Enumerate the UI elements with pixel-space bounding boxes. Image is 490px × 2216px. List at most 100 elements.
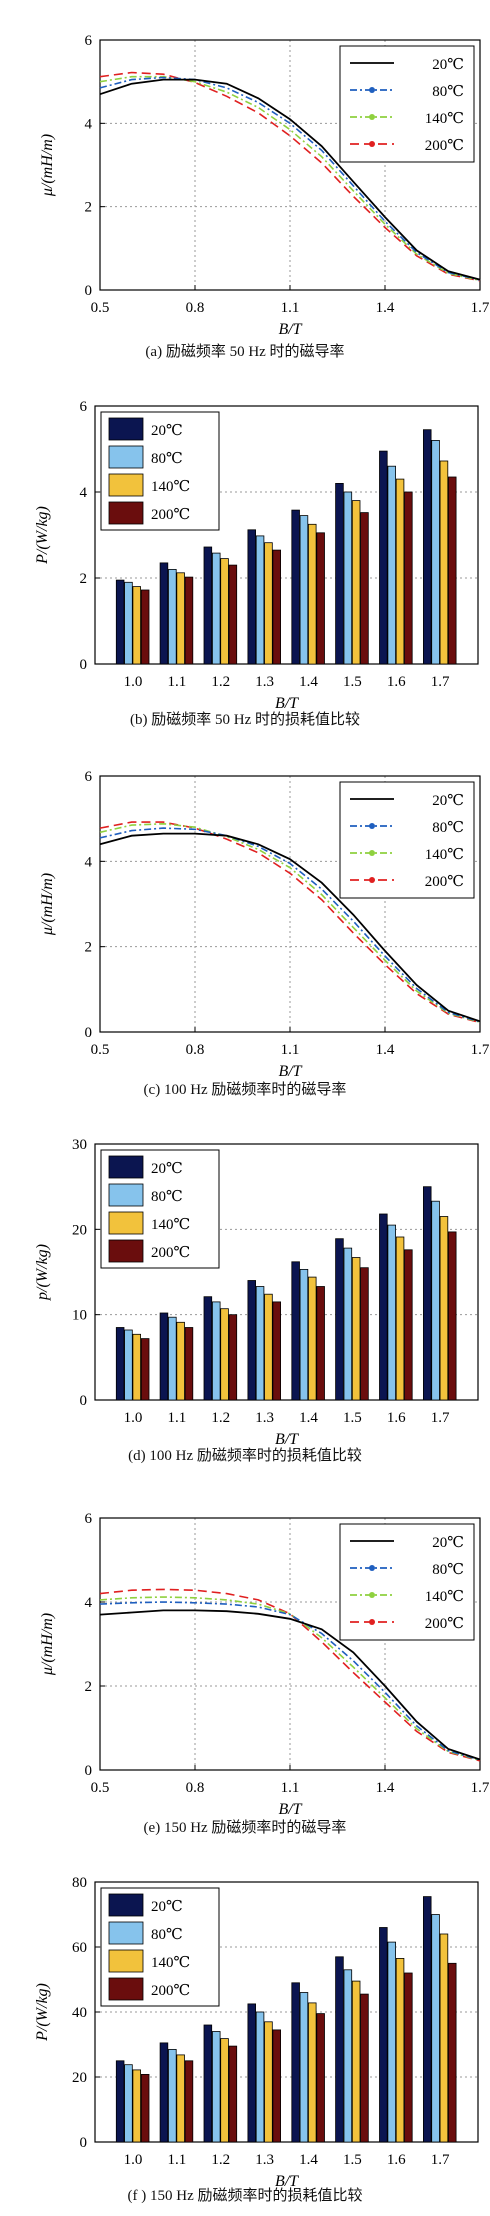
x-tick-label: 1.4 xyxy=(376,300,395,316)
chart-caption: (d) 100 Hz 励磁频率时的损耗值比较 xyxy=(128,1448,362,1464)
bar xyxy=(351,500,361,665)
bar xyxy=(307,2002,317,2143)
bar xyxy=(255,1286,265,1401)
x-tick-label: 1.1 xyxy=(167,674,186,690)
x-tick-label: 1.7 xyxy=(431,1410,450,1426)
plot-frame xyxy=(94,405,479,665)
x-tick-label: 1.7 xyxy=(471,1780,490,1796)
bar xyxy=(220,1308,229,1401)
bar xyxy=(203,2024,213,2143)
legend-label: 80℃ xyxy=(151,451,183,467)
bar xyxy=(379,1927,388,2143)
bar xyxy=(316,2013,325,2143)
series-line xyxy=(99,832,481,1023)
bar xyxy=(140,2073,150,2143)
chart-svg: 0 20 40 60 80 B/T P/(W/kg) 1.0 1.1 1.2 1.3 1.4 1.5 1.… xyxy=(34,1875,479,2190)
bar xyxy=(360,512,369,665)
legend-box xyxy=(339,1523,475,1641)
bar xyxy=(422,429,432,665)
bar xyxy=(168,568,177,665)
bar xyxy=(228,564,238,665)
y-axis-label: μ/(mH/m) xyxy=(39,873,56,936)
permeability-chart-50hz: 0.5 0.8 1.1 1.4 1.7 0 2 4 6 B/T μ/(mH/m) 20℃ 80℃ 140℃… xyxy=(0,0,490,372)
legend-label: 80℃ xyxy=(432,820,464,836)
bar xyxy=(431,440,440,665)
bar xyxy=(272,549,281,665)
bar xyxy=(431,1200,440,1401)
bar xyxy=(379,1213,388,1401)
bar xyxy=(351,1980,361,2143)
x-tick-label: 1.0 xyxy=(124,2152,143,2168)
x-axis-label: B/T xyxy=(275,695,299,712)
bar xyxy=(228,2045,238,2143)
legend-label: 140℃ xyxy=(151,1955,190,1971)
bar xyxy=(387,465,396,665)
x-axis-label: B/T xyxy=(278,321,302,338)
x-tick-label: 1.5 xyxy=(343,2152,362,2168)
y-tick-label: 20 xyxy=(72,1222,87,1238)
legend-label: 20℃ xyxy=(151,1161,183,1177)
x-tick-label: 0.5 xyxy=(91,1042,110,1058)
chart-caption: (b) 励磁频率 50 Hz 时的损耗值比较 xyxy=(130,712,360,728)
y-tick-label: 6 xyxy=(80,399,88,415)
legend-box xyxy=(339,45,475,163)
x-tick-label: 1.1 xyxy=(281,1042,300,1058)
x-tick-label: 0.5 xyxy=(91,300,110,316)
bar xyxy=(307,1276,317,1401)
bar xyxy=(379,450,388,665)
series-line xyxy=(99,76,481,281)
legend-swatch xyxy=(108,445,144,469)
permeability-chart-100hz: 0.5 0.8 1.1 1.4 1.7 0 2 4 6 B/T μ/(mH/m) 20℃ 80℃ 140℃… xyxy=(0,742,490,1110)
legend-label: 140℃ xyxy=(425,847,464,863)
x-tick-label: 1.3 xyxy=(255,2152,274,2168)
legend-marker xyxy=(369,877,375,883)
chart-caption: (e) 150 Hz 励磁频率时的磁导率 xyxy=(143,1820,347,1836)
bar xyxy=(387,1224,396,1401)
bar xyxy=(124,581,133,665)
bar xyxy=(211,2031,221,2143)
y-tick-label: 0 xyxy=(85,283,93,299)
series-line xyxy=(99,821,481,1024)
y-axis-label: μ/(mH/m) xyxy=(39,134,56,197)
bar xyxy=(264,542,273,665)
bar xyxy=(447,1231,457,1401)
y-tick-label: 20 xyxy=(72,2070,87,2086)
bar xyxy=(211,552,221,665)
legend-label: 20℃ xyxy=(151,423,183,439)
bar xyxy=(176,572,185,665)
legend-swatch xyxy=(108,473,144,497)
bar xyxy=(247,529,256,665)
y-axis-label: P/(W/kg) xyxy=(34,1983,51,2042)
bar xyxy=(439,1933,449,2143)
bar xyxy=(291,1982,300,2143)
bar xyxy=(291,509,300,665)
x-tick-label: 1.5 xyxy=(343,674,362,690)
legend-label: 200℃ xyxy=(425,1616,464,1632)
x-tick-label: 1.2 xyxy=(211,674,230,690)
bar xyxy=(299,1268,309,1401)
x-tick-label: 1.0 xyxy=(124,674,143,690)
bar xyxy=(255,535,265,665)
chart-svg: 0.5 0.8 1.1 1.4 1.7 0 2 4 6 B/T μ/(mH/m) 20℃ 80℃ 140℃… xyxy=(39,33,490,338)
legend-label: 140℃ xyxy=(425,111,464,127)
y-axis-label: p/(W/kg) xyxy=(34,1244,51,1301)
legend-label: 20℃ xyxy=(432,793,464,809)
x-tick-label: 1.1 xyxy=(281,300,300,316)
legend-label: 80℃ xyxy=(151,1927,183,1943)
bar xyxy=(132,586,141,665)
x-tick-label: 1.0 xyxy=(124,1410,143,1426)
x-tick-label: 0.8 xyxy=(186,1780,205,1796)
chart-svg: 0.5 0.8 1.1 1.4 1.7 0 2 4 6 B/T μ/(mH/m) 20℃ 80℃ 140℃… xyxy=(39,1511,490,1818)
x-tick-label: 1.6 xyxy=(387,2152,406,2168)
legend-marker xyxy=(369,1565,375,1571)
y-tick-label: 0 xyxy=(80,657,88,673)
x-tick-label: 1.6 xyxy=(387,674,406,690)
bar xyxy=(439,460,449,665)
legend-label: 20℃ xyxy=(151,1899,183,1915)
x-tick-label: 1.5 xyxy=(343,1410,362,1426)
legend-swatch xyxy=(108,1155,144,1179)
series-line xyxy=(99,1609,481,1761)
legend-label: 200℃ xyxy=(151,1245,190,1261)
series-line xyxy=(99,1601,481,1761)
y-tick-label: 6 xyxy=(85,33,93,49)
